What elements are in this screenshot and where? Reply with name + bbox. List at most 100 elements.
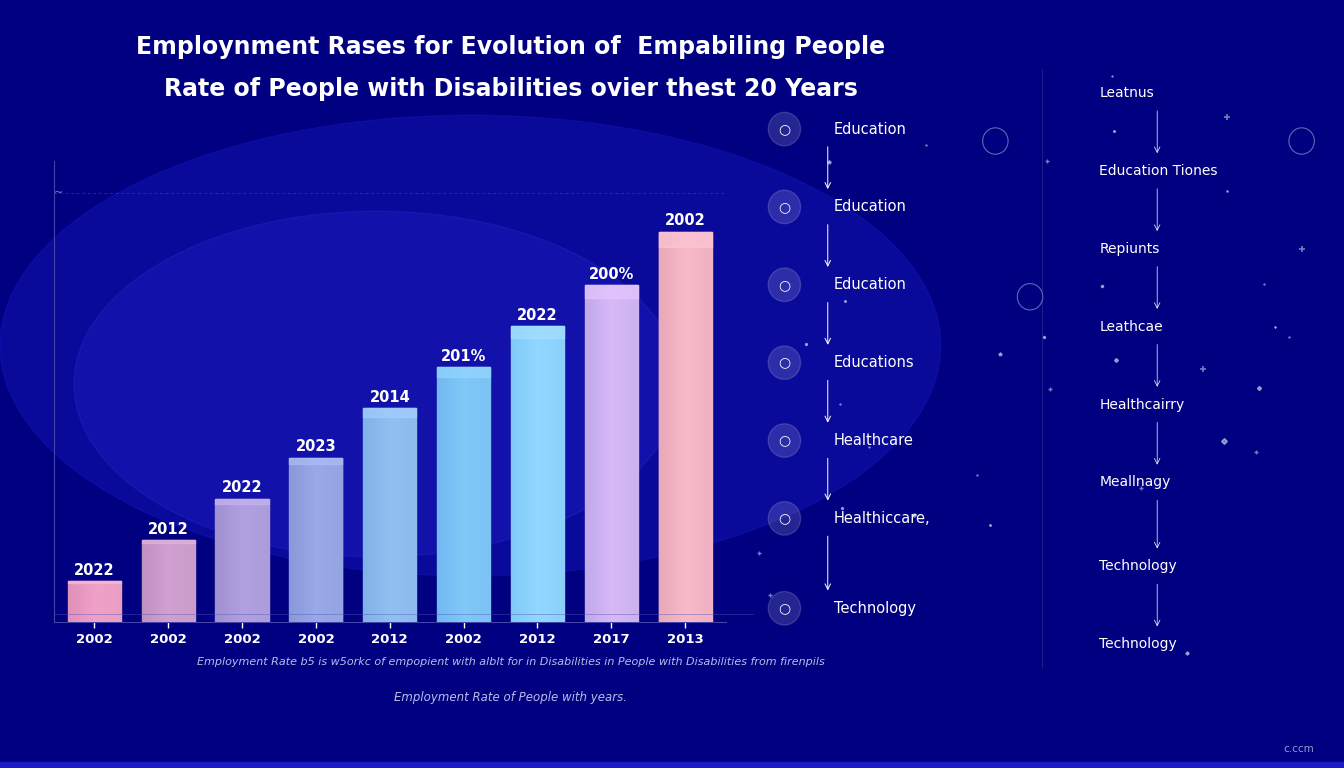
- Bar: [0, 763, 1344, 767]
- Text: Employment Rate b5 is w5orkc of empopient with alblt for in Disabilities in Peop: Employment Rate b5 is w5orkc of empopien…: [196, 657, 825, 667]
- Circle shape: [769, 424, 801, 457]
- Bar: [0, 761, 1344, 765]
- Text: Meallnagy: Meallnagy: [1099, 475, 1171, 489]
- Bar: [659, 232, 712, 247]
- Bar: [0, 762, 1344, 766]
- Text: Employnment Rases for Evolution of  Empabiling People: Employnment Rases for Evolution of Empab…: [136, 35, 886, 58]
- Bar: [0, 762, 1344, 766]
- Text: Technology: Technology: [1099, 637, 1177, 651]
- Text: Education: Education: [833, 121, 906, 137]
- Bar: [0, 763, 1344, 766]
- Bar: [0, 763, 1344, 767]
- Bar: [0, 763, 1344, 766]
- Bar: [0, 762, 1344, 766]
- Bar: [0, 763, 1344, 767]
- Bar: [0, 763, 1344, 767]
- Bar: [0, 763, 1344, 766]
- Bar: [0, 762, 1344, 766]
- Bar: [0, 762, 1344, 766]
- Bar: [0, 761, 1344, 765]
- Bar: [0, 760, 1344, 764]
- Bar: [0, 760, 1344, 764]
- Text: ~: ~: [54, 187, 63, 197]
- Bar: [0, 763, 1344, 767]
- Bar: [289, 458, 343, 464]
- Text: Educations: Educations: [833, 355, 914, 370]
- Bar: [0, 764, 1344, 768]
- Bar: [0, 761, 1344, 765]
- Bar: [0, 761, 1344, 765]
- Bar: [0, 763, 1344, 767]
- Text: ○: ○: [778, 200, 790, 214]
- Bar: [0, 761, 1344, 765]
- Text: Healthiccare,: Healthiccare,: [833, 511, 930, 526]
- Text: Leatnus: Leatnus: [1099, 86, 1154, 100]
- Bar: [0, 763, 1344, 766]
- Bar: [0, 760, 1344, 765]
- Bar: [0, 763, 1344, 766]
- Bar: [0, 763, 1344, 766]
- Text: Technology: Technology: [833, 601, 915, 616]
- Bar: [0, 763, 1344, 766]
- Bar: [0, 763, 1344, 767]
- Bar: [585, 285, 638, 299]
- Bar: [0, 762, 1344, 766]
- Bar: [0, 762, 1344, 766]
- Circle shape: [769, 502, 801, 535]
- Bar: [0, 761, 1344, 765]
- Bar: [0, 761, 1344, 765]
- Bar: [0, 763, 1344, 767]
- Bar: [0, 763, 1344, 767]
- Bar: [0, 760, 1344, 764]
- Bar: [0, 763, 1344, 766]
- Bar: [0, 761, 1344, 765]
- Text: Education: Education: [833, 277, 906, 293]
- Bar: [0, 761, 1344, 765]
- Text: 2022: 2022: [222, 481, 262, 495]
- Bar: [0, 763, 1344, 767]
- Bar: [0, 763, 1344, 766]
- Bar: [0, 763, 1344, 767]
- Bar: [0, 760, 1344, 764]
- Bar: [0, 763, 1344, 766]
- Circle shape: [769, 346, 801, 379]
- Bar: [0, 760, 1344, 764]
- Bar: [0, 763, 1344, 767]
- Bar: [0, 761, 1344, 765]
- Bar: [0, 760, 1344, 764]
- Bar: [0, 762, 1344, 766]
- Bar: [0, 761, 1344, 765]
- Bar: [437, 367, 491, 377]
- Bar: [0, 761, 1344, 765]
- Circle shape: [769, 112, 801, 146]
- Bar: [0, 760, 1344, 764]
- Bar: [0, 761, 1344, 765]
- Text: Repiunts: Repiunts: [1099, 242, 1160, 256]
- Text: Education Tiones: Education Tiones: [1099, 164, 1218, 178]
- Bar: [0, 763, 1344, 766]
- Bar: [0, 763, 1344, 767]
- Bar: [0, 763, 1344, 766]
- Text: 2022: 2022: [517, 308, 558, 323]
- Text: ○: ○: [778, 278, 790, 292]
- Bar: [363, 409, 417, 417]
- Bar: [0, 762, 1344, 766]
- Bar: [0, 762, 1344, 766]
- Bar: [0, 763, 1344, 766]
- Bar: [0, 760, 1344, 764]
- Text: ○: ○: [778, 511, 790, 525]
- Bar: [0, 762, 1344, 766]
- Bar: [0, 762, 1344, 766]
- Bar: [0, 760, 1344, 764]
- Bar: [0, 761, 1344, 765]
- Bar: [0, 763, 1344, 767]
- Text: Rate of People with Disabilities ovier thest 20 Years: Rate of People with Disabilities ovier t…: [164, 77, 857, 101]
- Bar: [0, 761, 1344, 765]
- Bar: [0, 763, 1344, 766]
- Bar: [0, 761, 1344, 765]
- Bar: [0, 762, 1344, 766]
- Bar: [0, 763, 1344, 767]
- Text: 2002: 2002: [665, 214, 706, 228]
- Bar: [0, 762, 1344, 766]
- Bar: [0, 763, 1344, 767]
